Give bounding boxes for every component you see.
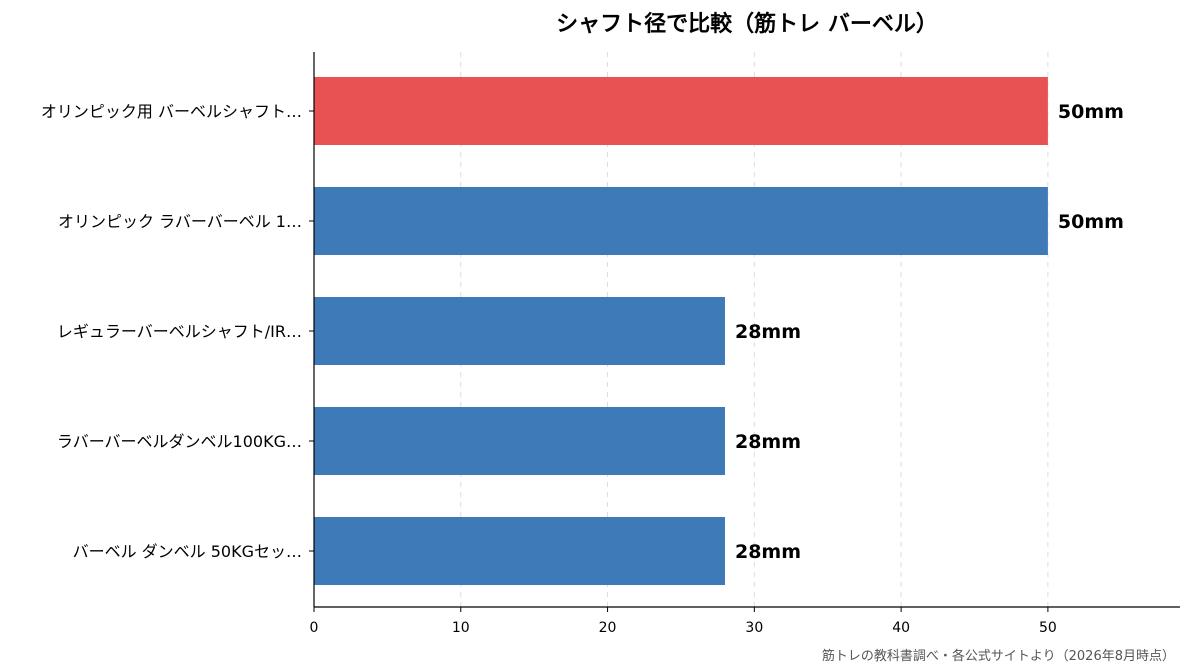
bar-value-label: 50mm <box>1058 101 1124 123</box>
bar-value-label: 28mm <box>735 431 801 453</box>
bar <box>314 407 725 475</box>
x-tick-label: 50 <box>1039 620 1057 636</box>
category-label: バーベル ダンベル 50KGセッ… <box>73 542 302 561</box>
category-label: レギュラーバーベルシャフト/IR… <box>57 322 302 341</box>
bar-value-label: 50mm <box>1058 211 1124 233</box>
bar <box>314 297 725 365</box>
x-tick-label: 20 <box>599 620 617 636</box>
bars <box>314 77 1048 585</box>
x-tick-label: 30 <box>745 620 763 636</box>
bar-value-label: 28mm <box>735 541 801 563</box>
bar <box>314 517 725 585</box>
category-label: オリンピック用 バーベルシャフト… <box>41 102 302 121</box>
category-label: オリンピック ラバーバーベル 1… <box>58 212 302 231</box>
x-tick-label: 0 <box>310 620 319 636</box>
chart-title: シャフト径で比較（筋トレ バーベル） <box>556 12 938 37</box>
x-tick-label: 10 <box>452 620 470 636</box>
x-tick-label: 40 <box>892 620 910 636</box>
source-note: 筋トレの教科書調べ・各公式サイトより（2026年8月時点） <box>821 649 1175 664</box>
axes <box>309 52 1180 612</box>
bar <box>314 77 1048 145</box>
bar <box>314 187 1048 255</box>
bar-value-label: 28mm <box>735 321 801 343</box>
category-label: ラバーバーベルダンベル100KG… <box>57 432 302 451</box>
labels: 0 10 20 30 40 50 50mm オリンピック用 バーベルシャフト… 50mm オリンピ… <box>41 101 1124 636</box>
